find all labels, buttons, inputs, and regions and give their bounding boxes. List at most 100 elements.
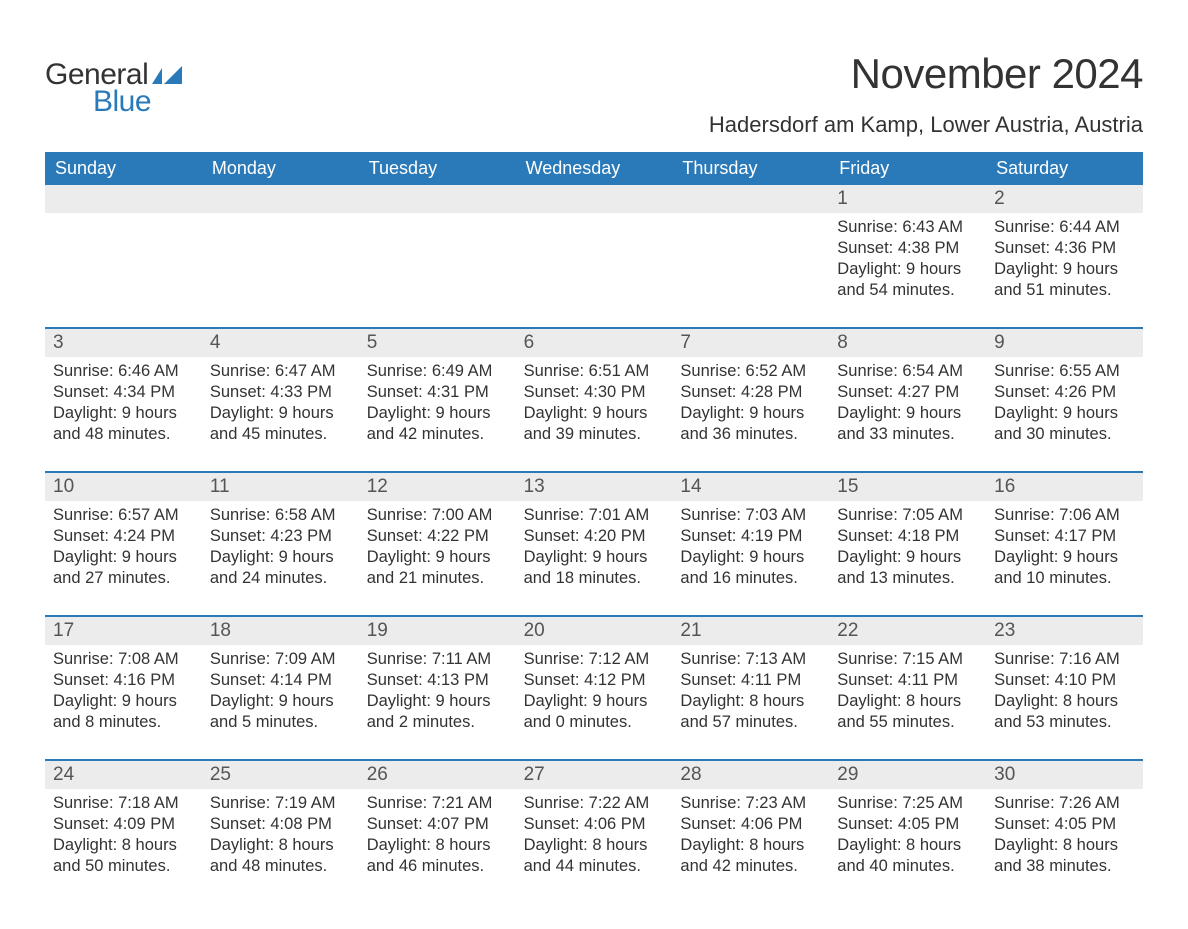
day-number: 24 [45,761,202,789]
day-number: 8 [829,329,986,357]
day-cell: Sunrise: 6:57 AMSunset: 4:24 PMDaylight:… [45,501,202,601]
day-number: 30 [986,761,1143,789]
day-cell: Sunrise: 7:25 AMSunset: 4:05 PMDaylight:… [829,789,986,889]
sunset-text: Sunset: 4:34 PM [53,382,194,403]
sunset-text: Sunset: 4:12 PM [524,670,665,691]
day-number-bar: 3456789 [45,329,1143,357]
sunrise-text: Sunrise: 7:03 AM [680,505,821,526]
daylight-text: Daylight: 9 hours and 21 minutes. [367,547,508,589]
sunrise-text: Sunrise: 7:16 AM [994,649,1135,670]
sunrise-text: Sunrise: 7:05 AM [837,505,978,526]
day-number [202,185,359,213]
sunrise-text: Sunrise: 7:11 AM [367,649,508,670]
sunset-text: Sunset: 4:33 PM [210,382,351,403]
sunrise-text: Sunrise: 7:15 AM [837,649,978,670]
sunrise-text: Sunrise: 6:46 AM [53,361,194,382]
daylight-text: Daylight: 9 hours and 30 minutes. [994,403,1135,445]
dow-monday: Monday [202,152,359,185]
day-number [516,185,673,213]
daylight-text: Daylight: 8 hours and 40 minutes. [837,835,978,877]
day-cell: Sunrise: 7:13 AMSunset: 4:11 PMDaylight:… [672,645,829,745]
day-cell: Sunrise: 6:52 AMSunset: 4:28 PMDaylight:… [672,357,829,457]
daylight-text: Daylight: 9 hours and 5 minutes. [210,691,351,733]
sunrise-text: Sunrise: 7:19 AM [210,793,351,814]
daylight-text: Daylight: 9 hours and 8 minutes. [53,691,194,733]
day-number: 15 [829,473,986,501]
daylight-text: Daylight: 8 hours and 53 minutes. [994,691,1135,733]
day-cell [45,213,202,313]
daylight-text: Daylight: 8 hours and 48 minutes. [210,835,351,877]
day-number: 14 [672,473,829,501]
daylight-text: Daylight: 8 hours and 55 minutes. [837,691,978,733]
day-number: 16 [986,473,1143,501]
day-number-bar: 12 [45,185,1143,213]
location-subtitle: Hadersdorf am Kamp, Lower Austria, Austr… [709,112,1143,138]
sunset-text: Sunset: 4:07 PM [367,814,508,835]
day-number: 11 [202,473,359,501]
sunset-text: Sunset: 4:11 PM [680,670,821,691]
sunset-text: Sunset: 4:11 PM [837,670,978,691]
day-number: 13 [516,473,673,501]
daylight-text: Daylight: 9 hours and 2 minutes. [367,691,508,733]
sunset-text: Sunset: 4:22 PM [367,526,508,547]
day-cell: Sunrise: 7:05 AMSunset: 4:18 PMDaylight:… [829,501,986,601]
day-number [45,185,202,213]
sunrise-text: Sunrise: 6:52 AM [680,361,821,382]
dow-saturday: Saturday [986,152,1143,185]
day-cell: Sunrise: 7:16 AMSunset: 4:10 PMDaylight:… [986,645,1143,745]
sunrise-text: Sunrise: 6:47 AM [210,361,351,382]
sunset-text: Sunset: 4:28 PM [680,382,821,403]
sunset-text: Sunset: 4:05 PM [994,814,1135,835]
sunrise-text: Sunrise: 6:55 AM [994,361,1135,382]
calendar-page: General Blue November 2024 Hadersdorf am… [0,0,1188,929]
sunrise-text: Sunrise: 7:00 AM [367,505,508,526]
day-number-bar: 17181920212223 [45,617,1143,645]
sunset-text: Sunset: 4:20 PM [524,526,665,547]
sunrise-text: Sunrise: 7:06 AM [994,505,1135,526]
day-number-bar: 24252627282930 [45,761,1143,789]
daylight-text: Daylight: 9 hours and 13 minutes. [837,547,978,589]
week-row: 17181920212223Sunrise: 7:08 AMSunset: 4:… [45,615,1143,745]
sunset-text: Sunset: 4:06 PM [524,814,665,835]
dow-wednesday: Wednesday [516,152,673,185]
daylight-text: Daylight: 9 hours and 0 minutes. [524,691,665,733]
day-number: 25 [202,761,359,789]
day-cell: Sunrise: 6:44 AMSunset: 4:36 PMDaylight:… [986,213,1143,313]
day-number: 9 [986,329,1143,357]
week-row: 10111213141516Sunrise: 6:57 AMSunset: 4:… [45,471,1143,601]
day-cell: Sunrise: 6:43 AMSunset: 4:38 PMDaylight:… [829,213,986,313]
day-of-week-header: Sunday Monday Tuesday Wednesday Thursday… [45,152,1143,185]
daylight-text: Daylight: 9 hours and 27 minutes. [53,547,194,589]
day-number: 5 [359,329,516,357]
day-cell: Sunrise: 7:11 AMSunset: 4:13 PMDaylight:… [359,645,516,745]
dow-sunday: Sunday [45,152,202,185]
daylight-text: Daylight: 9 hours and 48 minutes. [53,403,194,445]
sunset-text: Sunset: 4:36 PM [994,238,1135,259]
day-number: 29 [829,761,986,789]
week-row: 3456789Sunrise: 6:46 AMSunset: 4:34 PMDa… [45,327,1143,457]
sunset-text: Sunset: 4:18 PM [837,526,978,547]
daylight-text: Daylight: 9 hours and 45 minutes. [210,403,351,445]
daylight-text: Daylight: 8 hours and 46 minutes. [367,835,508,877]
day-number: 18 [202,617,359,645]
sunset-text: Sunset: 4:16 PM [53,670,194,691]
day-number-bar: 10111213141516 [45,473,1143,501]
day-cell: Sunrise: 7:01 AMSunset: 4:20 PMDaylight:… [516,501,673,601]
sunrise-text: Sunrise: 7:22 AM [524,793,665,814]
day-number: 1 [829,185,986,213]
day-content-row: Sunrise: 7:18 AMSunset: 4:09 PMDaylight:… [45,789,1143,889]
day-number: 12 [359,473,516,501]
day-cell: Sunrise: 7:06 AMSunset: 4:17 PMDaylight:… [986,501,1143,601]
sunset-text: Sunset: 4:31 PM [367,382,508,403]
sunset-text: Sunset: 4:08 PM [210,814,351,835]
sunrise-text: Sunrise: 7:23 AM [680,793,821,814]
daylight-text: Daylight: 8 hours and 50 minutes. [53,835,194,877]
week-row: 24252627282930Sunrise: 7:18 AMSunset: 4:… [45,759,1143,889]
day-number: 2 [986,185,1143,213]
day-cell: Sunrise: 7:19 AMSunset: 4:08 PMDaylight:… [202,789,359,889]
daylight-text: Daylight: 9 hours and 42 minutes. [367,403,508,445]
day-cell: Sunrise: 7:26 AMSunset: 4:05 PMDaylight:… [986,789,1143,889]
sunset-text: Sunset: 4:26 PM [994,382,1135,403]
day-number: 4 [202,329,359,357]
day-cell [516,213,673,313]
